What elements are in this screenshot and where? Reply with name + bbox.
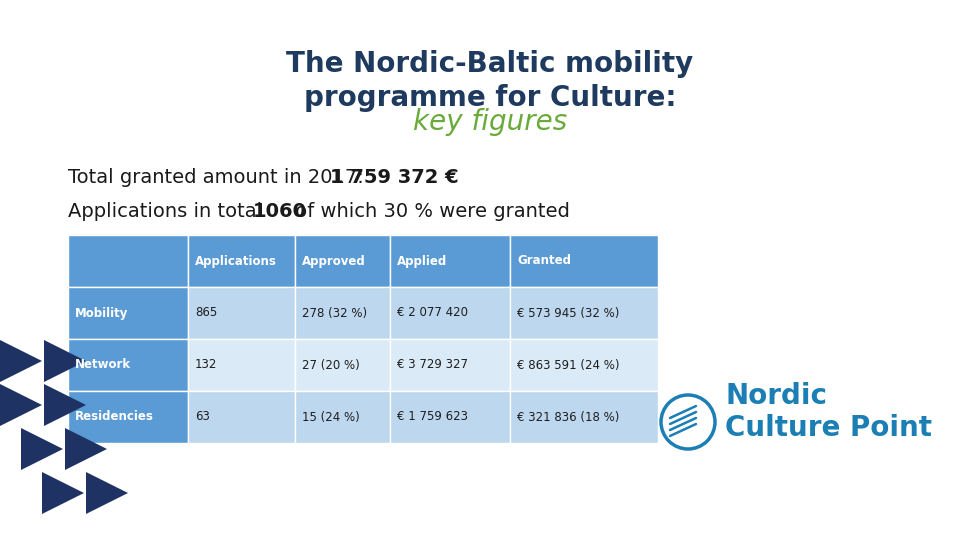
Bar bbox=[390, 339, 510, 391]
Text: Approved: Approved bbox=[302, 254, 366, 267]
Polygon shape bbox=[86, 472, 128, 514]
Text: Granted: Granted bbox=[517, 254, 571, 267]
Bar bbox=[295, 391, 390, 443]
Text: Residencies: Residencies bbox=[75, 410, 154, 423]
Text: € 863 591 (24 %): € 863 591 (24 %) bbox=[517, 359, 619, 372]
Text: € 321 836 (18 %): € 321 836 (18 %) bbox=[517, 410, 619, 423]
Bar bbox=[68, 235, 188, 287]
Text: € 2 077 420: € 2 077 420 bbox=[397, 307, 468, 320]
Text: of which 30 % were granted: of which 30 % were granted bbox=[289, 202, 570, 221]
Text: € 573 945 (32 %): € 573 945 (32 %) bbox=[517, 307, 619, 320]
Text: 1060: 1060 bbox=[253, 202, 307, 221]
Text: 1 759 372 €: 1 759 372 € bbox=[330, 168, 459, 187]
Text: 132: 132 bbox=[195, 359, 217, 372]
Bar bbox=[510, 235, 658, 287]
Polygon shape bbox=[0, 340, 42, 382]
Text: Network: Network bbox=[75, 359, 132, 372]
Text: Applications: Applications bbox=[195, 254, 276, 267]
Bar bbox=[188, 287, 295, 339]
Text: € 1 759 623: € 1 759 623 bbox=[397, 410, 468, 423]
Polygon shape bbox=[44, 340, 86, 382]
Bar bbox=[68, 287, 188, 339]
Text: 278 (32 %): 278 (32 %) bbox=[302, 307, 367, 320]
Text: Nordic
Culture Point: Nordic Culture Point bbox=[725, 382, 932, 442]
Polygon shape bbox=[44, 384, 86, 426]
Text: € 3 729 327: € 3 729 327 bbox=[397, 359, 468, 372]
Text: Applied: Applied bbox=[397, 254, 447, 267]
Bar bbox=[390, 391, 510, 443]
Bar bbox=[390, 287, 510, 339]
Text: Applications in total: Applications in total bbox=[68, 202, 269, 221]
Bar bbox=[188, 391, 295, 443]
Bar bbox=[188, 339, 295, 391]
Text: 865: 865 bbox=[195, 307, 217, 320]
Bar bbox=[188, 235, 295, 287]
Text: 63: 63 bbox=[195, 410, 210, 423]
Bar bbox=[295, 339, 390, 391]
Bar bbox=[295, 235, 390, 287]
Bar bbox=[510, 287, 658, 339]
Bar bbox=[510, 339, 658, 391]
Text: key figures: key figures bbox=[413, 108, 567, 136]
Bar bbox=[295, 287, 390, 339]
Text: 15 (24 %): 15 (24 %) bbox=[302, 410, 360, 423]
Polygon shape bbox=[0, 384, 42, 426]
Bar bbox=[68, 339, 188, 391]
Bar bbox=[68, 391, 188, 443]
Bar bbox=[390, 235, 510, 287]
Polygon shape bbox=[65, 428, 107, 470]
Bar bbox=[510, 391, 658, 443]
Text: Mobility: Mobility bbox=[75, 307, 129, 320]
Polygon shape bbox=[42, 472, 84, 514]
Polygon shape bbox=[21, 428, 63, 470]
Text: Total granted amount in 2017:: Total granted amount in 2017: bbox=[68, 168, 370, 187]
Text: 27 (20 %): 27 (20 %) bbox=[302, 359, 360, 372]
Text: The Nordic-Baltic mobility
programme for Culture:: The Nordic-Baltic mobility programme for… bbox=[286, 50, 694, 111]
